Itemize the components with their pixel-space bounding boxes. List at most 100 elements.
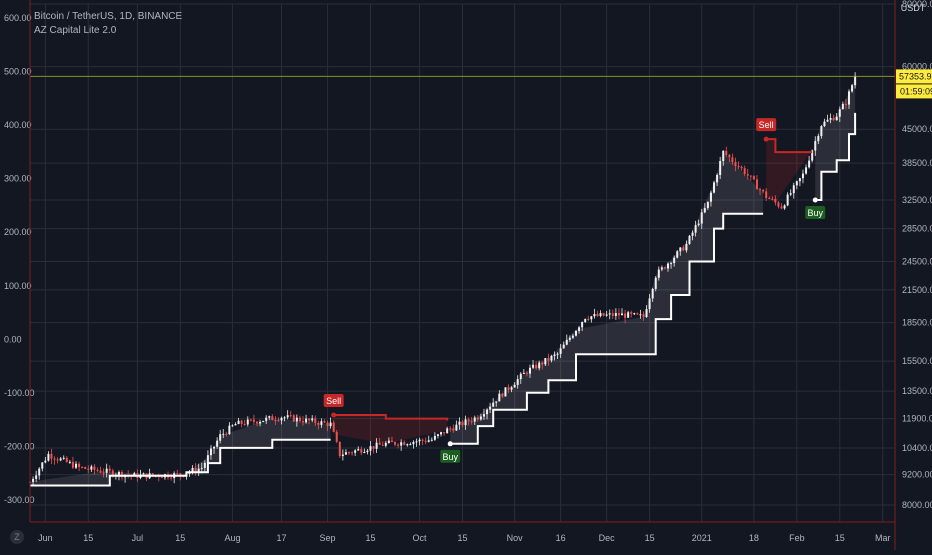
- candle-body: [648, 298, 651, 310]
- left-axis-tick: 300.00: [4, 174, 32, 184]
- last-price-value: 57353.99: [899, 71, 932, 81]
- candle-body: [314, 418, 317, 423]
- candle-body: [436, 434, 439, 436]
- candle-body: [621, 313, 624, 316]
- candle-body: [268, 416, 271, 418]
- candle-body: [470, 421, 473, 423]
- candle-body: [308, 418, 311, 421]
- candle-body: [406, 444, 409, 446]
- trailing-stop-lines: [30, 112, 857, 487]
- candle-body: [317, 422, 320, 425]
- candle-body: [820, 126, 823, 137]
- candle-body: [446, 428, 449, 434]
- candle-body: [298, 417, 301, 422]
- candle-body: [96, 469, 99, 471]
- chart-header: Bitcoin / TetherUS, 1D, BINANCE AZ Capit…: [34, 10, 182, 38]
- candle-body: [513, 384, 516, 388]
- candle-body: [755, 179, 758, 190]
- candle-body: [501, 393, 504, 397]
- candle-body: [811, 150, 814, 161]
- candle-body: [176, 473, 179, 475]
- candle-body: [262, 420, 265, 422]
- candle-body: [160, 476, 163, 478]
- time-axis-label: Aug: [224, 533, 240, 543]
- candle-body: [360, 449, 363, 453]
- candle-body: [516, 379, 519, 385]
- candle-body: [740, 166, 743, 169]
- right-axis-tick: 60000.00: [902, 62, 932, 72]
- candle-body: [482, 414, 485, 417]
- right-axis-tick: 10400.00: [902, 443, 932, 453]
- candle-body: [228, 425, 231, 435]
- candle-body: [476, 417, 479, 420]
- candle-body: [357, 449, 360, 451]
- candle-body: [452, 428, 455, 431]
- long-stop-line: [815, 112, 857, 201]
- candle-body: [151, 473, 154, 476]
- candle-body: [289, 415, 292, 417]
- indicator-title: AZ Capital Lite 2.0: [34, 25, 117, 36]
- candle-body: [774, 199, 777, 203]
- time-axis-label: Mar: [875, 533, 891, 543]
- candle-body: [41, 462, 44, 469]
- long-stop-line: [30, 438, 331, 487]
- candle-body: [746, 173, 749, 176]
- candle-body: [84, 467, 87, 469]
- time-axis-label: 15: [175, 533, 185, 543]
- currency-label[interactable]: USDT: [900, 3, 926, 13]
- time-axis-label: Jun: [38, 533, 53, 543]
- candle-body: [133, 473, 136, 476]
- candle-body: [556, 353, 559, 355]
- candle-body: [326, 422, 329, 427]
- candle-body: [743, 168, 746, 174]
- candle-body: [805, 167, 808, 174]
- candle-body: [605, 314, 608, 316]
- candle-body: [538, 362, 541, 369]
- candle-body: [222, 433, 225, 435]
- candle-body: [344, 452, 347, 455]
- candle-body: [191, 467, 194, 473]
- stop-zone-fill: [450, 152, 764, 444]
- candle-body: [323, 421, 326, 423]
- time-axis-label: 15: [457, 533, 467, 543]
- candle-body: [682, 247, 685, 251]
- candle-body: [550, 355, 553, 361]
- candle-body: [571, 335, 574, 338]
- candle-body: [700, 212, 703, 224]
- candle-body: [274, 420, 277, 422]
- candle-body: [752, 176, 755, 180]
- candle-body: [348, 452, 351, 454]
- candle-body: [547, 358, 550, 361]
- left-axis-tick: -200.00: [4, 441, 35, 451]
- candle-body: [194, 467, 197, 473]
- candle-body: [617, 313, 620, 316]
- time-axis-label: 18: [749, 533, 759, 543]
- time-axis-label: Sep: [320, 533, 336, 543]
- candle-body: [737, 165, 740, 167]
- time-axis-label: 16: [556, 533, 566, 543]
- candle-body: [719, 161, 722, 175]
- candle-body: [311, 418, 314, 421]
- right-axis-tick: 8000.00: [902, 500, 932, 510]
- candle-body: [694, 225, 697, 233]
- candle-body: [826, 119, 829, 122]
- candle-body: [844, 103, 847, 105]
- candle-body: [286, 415, 289, 418]
- candle-body: [225, 433, 228, 435]
- buy-label: Buy: [442, 452, 458, 462]
- candle-body: [366, 450, 369, 452]
- candle-body: [630, 312, 633, 314]
- candle-body: [332, 422, 335, 432]
- candle-body: [709, 192, 712, 202]
- right-axis-tick: 80000.00: [902, 0, 932, 9]
- tradingview-logo-icon[interactable]: Z: [10, 530, 24, 544]
- candle-body: [657, 269, 660, 278]
- candle-body: [522, 372, 525, 374]
- stop-zone-fill: [766, 139, 813, 203]
- candle-body: [292, 415, 295, 422]
- candle-body: [53, 458, 56, 460]
- right-axis-tick: 38500.00: [902, 158, 932, 168]
- candle-body: [240, 420, 243, 424]
- candle-body: [734, 161, 737, 166]
